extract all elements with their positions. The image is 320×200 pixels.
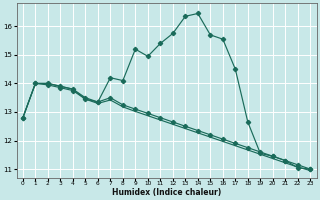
X-axis label: Humidex (Indice chaleur): Humidex (Indice chaleur) xyxy=(112,188,221,197)
